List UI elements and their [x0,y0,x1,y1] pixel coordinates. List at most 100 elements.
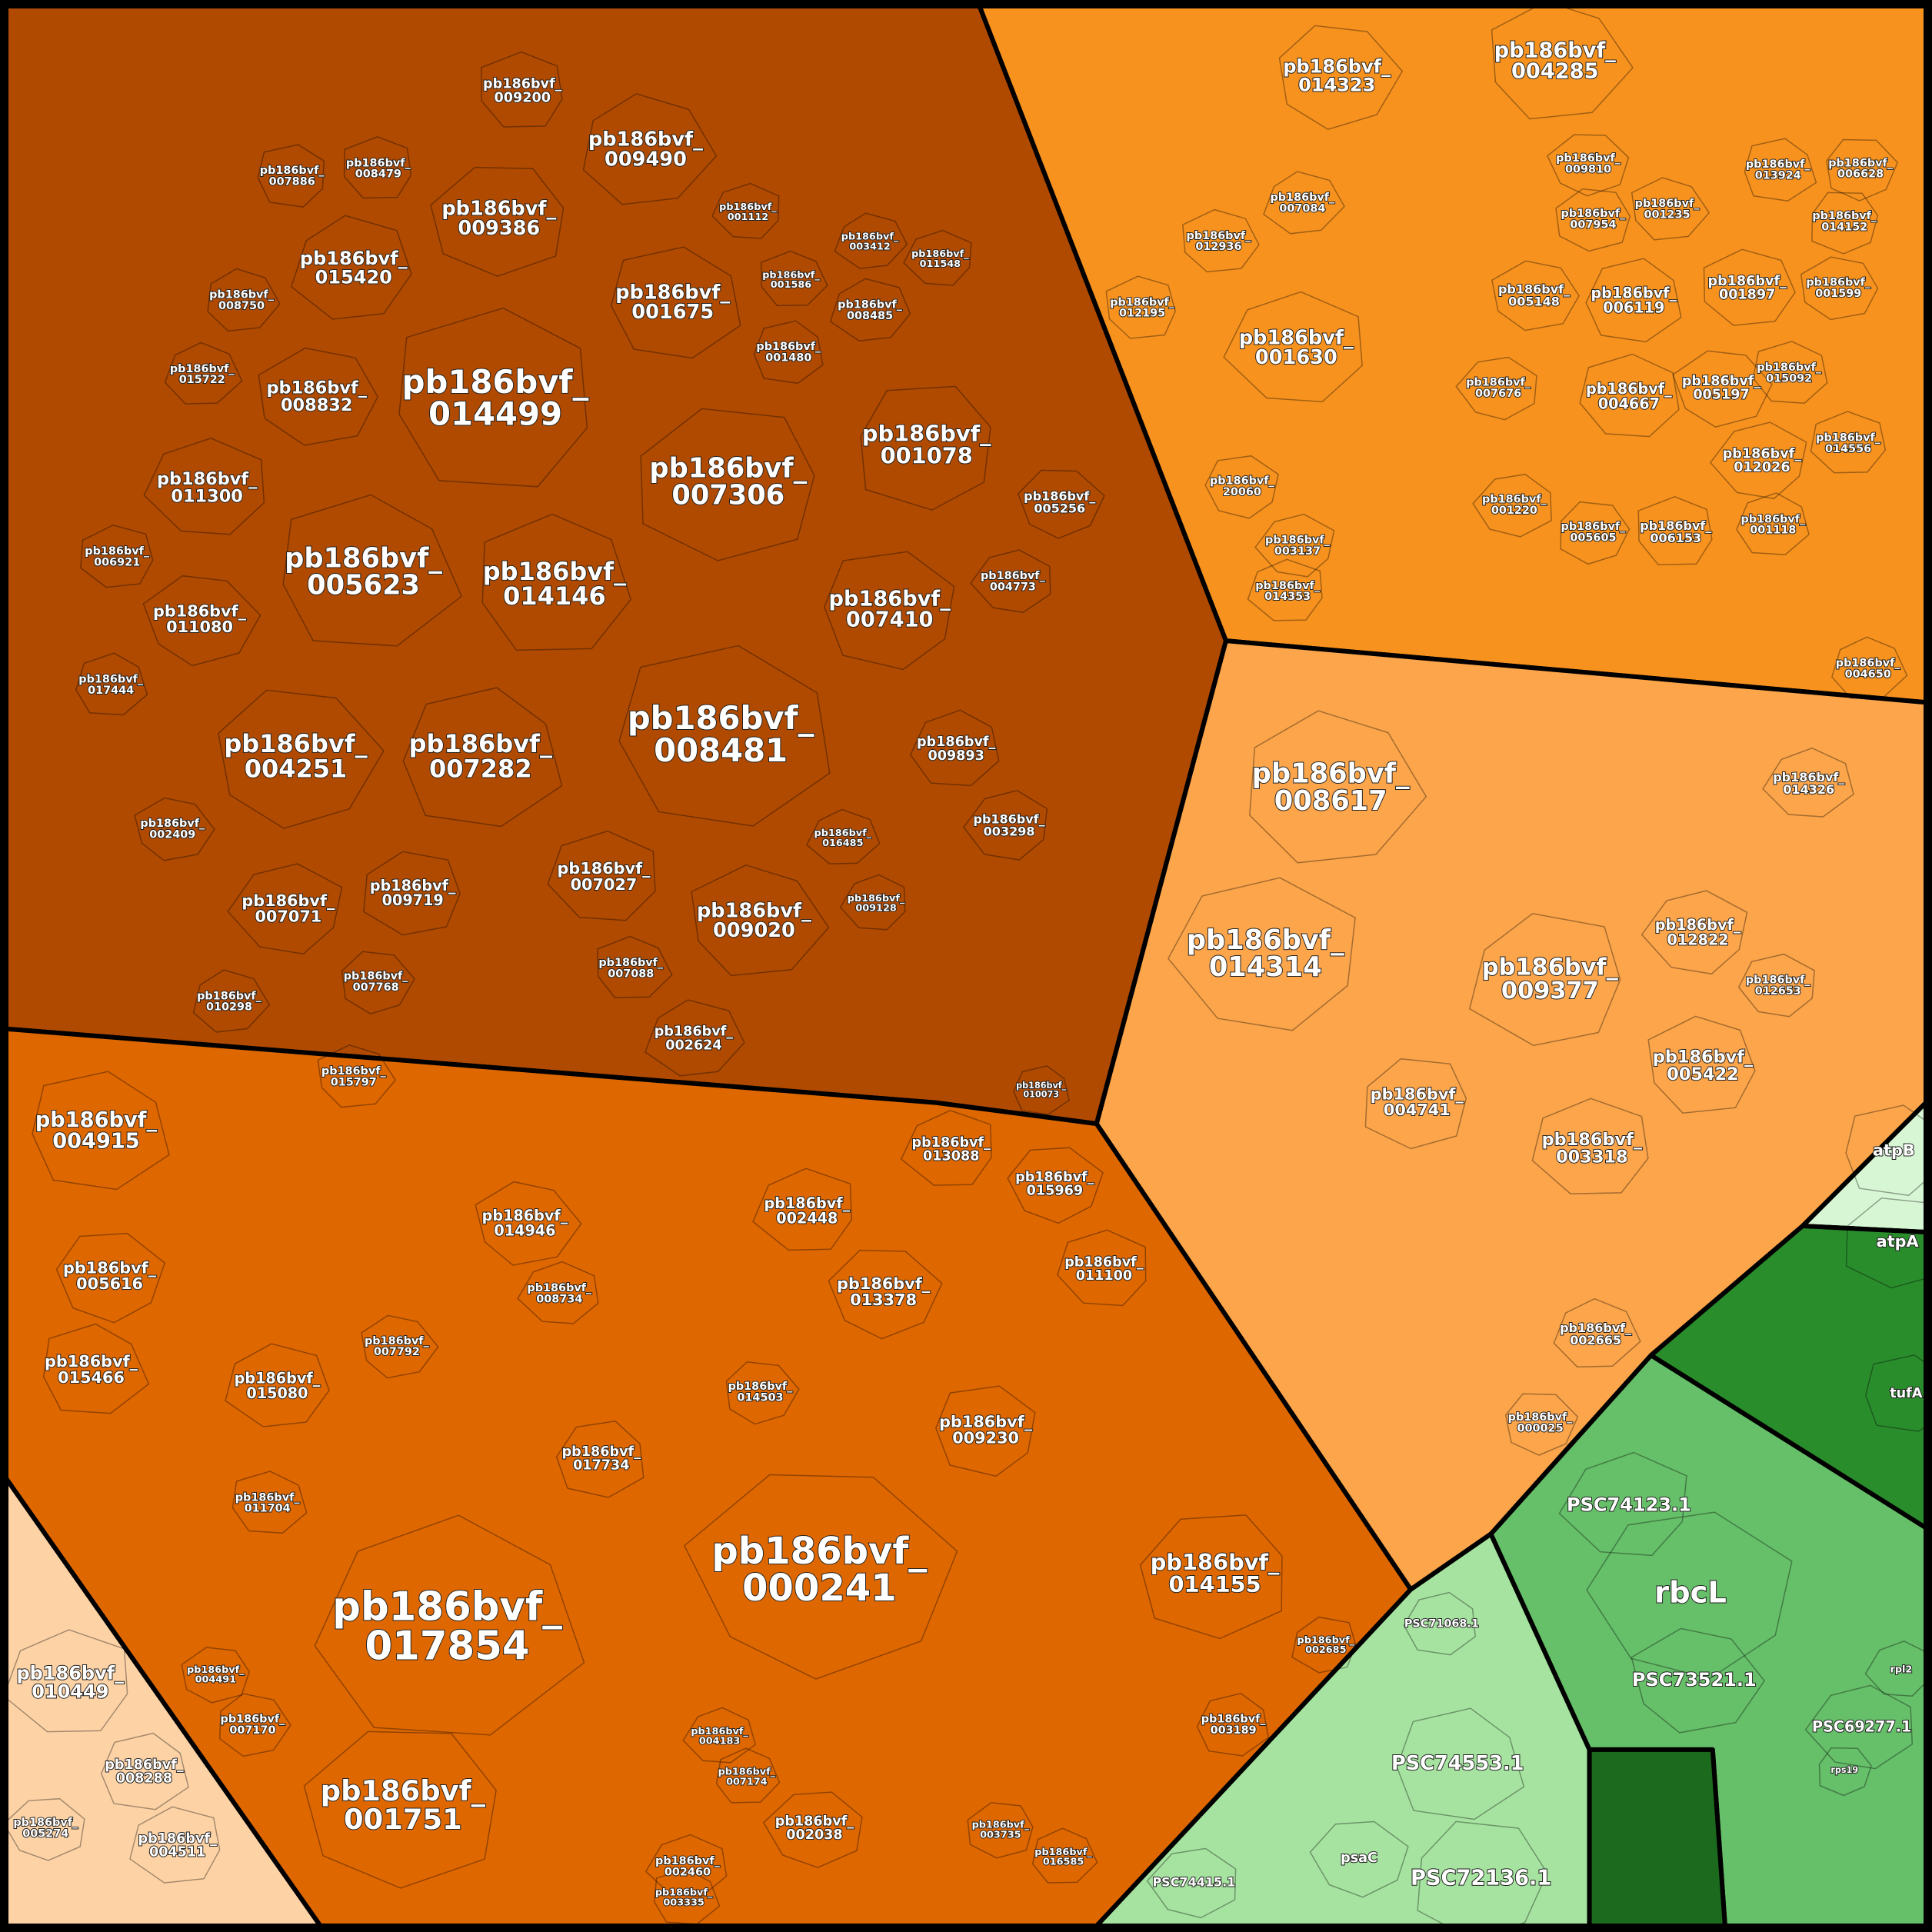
voronoi-cell [1826,138,1899,202]
cell-label: pb186bvf_ 003137 [1265,534,1331,557]
cell-label: pb186bvf_ 001630 [1239,327,1354,370]
voronoi-cell [962,789,1048,861]
cell-label: pb186bvf_ 006153 [1640,518,1711,545]
label-line: pb186bvf_ [1482,494,1547,506]
label-line: 006628 [1837,168,1884,181]
label-line: 012026 [1734,460,1790,475]
label-line: pb186bvf_ [837,1274,931,1293]
label-line: pb186bvf_ [912,1135,991,1151]
cell-label: pb186bvf_ 004650 [1836,658,1901,681]
cell-label: pb186bvf_ 005422 [1653,1047,1754,1084]
label-line: 003189 [1211,1724,1257,1737]
cell-label: pb186bvf_ 014323 [1283,55,1391,95]
label-line: 013378 [850,1291,917,1309]
label-line: 007768 [353,981,399,994]
cell-label: pb186bvf_ 001235 [1635,198,1700,221]
label-line: 009386 [458,217,540,240]
label-line: 007954 [1570,218,1616,231]
voronoi-cell [1247,558,1323,621]
label-line: 015080 [246,1384,308,1401]
voronoi-cell [1417,1820,1548,1932]
cell-label: pb186bvf_ 012026 [1723,446,1802,475]
label-line: pb186bvf_ [1655,916,1741,934]
label-line: 015722 [179,374,225,386]
label-line: 002409 [149,828,195,841]
voronoi-cell [1672,350,1773,428]
voronoi-cell [314,1514,585,1736]
cell-label: pb186bvf_ 015466 [45,1352,138,1387]
voronoi-cell [1818,1747,1872,1797]
label-line: 009128 [855,902,897,914]
voronoi-cell [555,1421,645,1498]
label-line: pb186bvf_ [1151,1549,1280,1575]
cell-label: pb186bvf_ 015420 [300,248,408,288]
label-line: pb186bvf_ [1707,274,1787,289]
voronoi-cell [1013,1065,1070,1115]
cell-label: pb186bvf_ 016485 [814,827,872,848]
label-line: pb186bvf_ [1746,158,1811,171]
cell-label: pb186bvf_ 007792 [365,1335,430,1358]
label-line: 007792 [374,1346,420,1358]
label-line: 001630 [1255,346,1337,369]
label-line: 007027 [571,875,638,894]
label-line: pb186bvf_ [756,341,821,353]
cell-label: pb186bvf_ 010073 [1016,1081,1067,1099]
voronoi-cell [1105,275,1176,339]
voronoi-cell [481,513,632,651]
voronoi-cell [829,278,911,341]
label-line: pb186bvf_ [838,299,903,311]
voronoi-cell [1146,1847,1237,1919]
voronoi-cell [1579,353,1680,438]
voronoi-cell [1472,473,1552,538]
cell-label: pb186bvf_ 009810 [1556,152,1621,175]
label-line: pb186bvf_ [1828,157,1894,169]
label-line: pb186bvf_ [1640,518,1711,533]
label-line: pb186bvf_ [1201,1714,1267,1726]
label-line: pb186bvf_ [1265,534,1331,546]
label-line: pb186bvf_ [85,545,150,558]
voronoi-cell [32,1071,170,1191]
voronoi-cell [682,1707,757,1764]
label-line: pb186bvf_ [153,601,247,620]
cell-label: pb186bvf_ 009128 [848,892,905,914]
label-line: pb186bvf_ [441,197,556,220]
label-line: pb186bvf_ [16,1662,124,1684]
label-line: 007174 [726,1776,768,1787]
label-line: 014499 [428,395,562,432]
label-line: 001751 [344,1803,462,1836]
label-line: 010449 [32,1681,108,1702]
label-line: pb186bvf_ [562,1444,641,1460]
voronoi-cell [725,1361,800,1425]
label-line: 003412 [849,241,890,252]
label-line: pb186bvf_ [628,699,814,737]
label-line: pb186bvf_ [1806,277,1871,289]
cell-label: pb186bvf_ 015092 [1757,361,1822,385]
cell-label: pb186bvf_ 012936 [1187,230,1252,253]
cell-label: pb186bvf_ 005197 [1682,374,1761,403]
label-line: pb186bvf_ [691,1725,748,1737]
voronoi-cell [934,1385,1036,1477]
voronoi-cell [181,1647,250,1704]
label-line: 003318 [1556,1147,1627,1167]
cell-label: pb186bvf_ 000241 [711,1530,928,1610]
cell-label: pb186bvf_ 004251 [224,729,367,783]
label-line: 004183 [699,1735,740,1747]
cell-label: pb186bvf_ 015080 [235,1369,321,1401]
cell-label: pb186bvf_ 009200 [483,77,562,106]
label-line: pb186bvf_ [1270,192,1335,204]
label-line: pb186bvf_ [762,269,820,281]
label-line: 003335 [663,1897,705,1908]
label-line: 008481 [654,731,788,769]
label-line: pb186bvf_ [1560,1321,1631,1335]
label-line: 009377 [1501,977,1599,1004]
cell-label: pb186bvf_ 001897 [1707,274,1787,303]
label-line: pb186bvf_ [1064,1254,1144,1270]
cell-label: pb186bvf_ 007886 [260,165,325,188]
label-line: 004741 [1384,1101,1451,1119]
label-line: pb186bvf_ [1816,432,1881,445]
label-line: pb186bvf_ [728,1381,794,1393]
voronoi-cell [860,385,991,511]
label-line: pb186bvf_ [1635,198,1700,210]
voronoi-cell [691,864,830,977]
voronoi-cell [1278,25,1404,131]
